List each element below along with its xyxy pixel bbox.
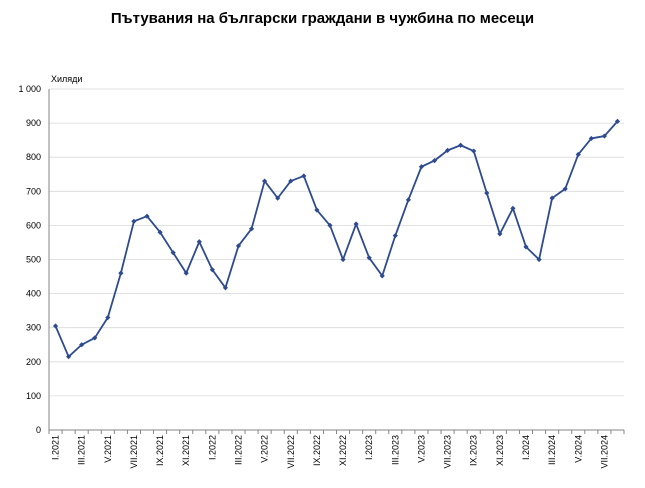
data-point-marker [562, 186, 568, 192]
x-tick-label: III.2023 [390, 435, 400, 465]
data-point-marker [392, 233, 398, 239]
x-tick-label: V.2024 [573, 435, 583, 463]
data-point-marker [92, 335, 98, 341]
x-tick-label: IX.2022 [312, 435, 322, 466]
data-point-marker [66, 354, 72, 360]
x-tick-labels: I.2021 III.2021 V.2021 VII.2021 IX.2021 XI.20… [51, 435, 610, 469]
y-tick-label: 400 [26, 289, 41, 299]
data-point-marker [288, 178, 294, 184]
y-tick-label: 1 000 [18, 84, 41, 94]
data-point-marker [353, 221, 359, 227]
x-tick-label: I.2023 [364, 435, 374, 460]
x-tick-label: V.2022 [260, 435, 270, 463]
data-point-marker [235, 243, 242, 249]
x-tick-label: I.2022 [207, 435, 217, 460]
data-point-marker [183, 270, 189, 276]
x-tick-label: VII.2023 [443, 435, 453, 469]
x-tick-label: IX.2023 [469, 435, 479, 466]
y-tick-label: 700 [26, 186, 41, 196]
x-tick-label: XI.2023 [495, 435, 505, 466]
x-tick-label: III.2024 [547, 435, 557, 465]
x-tick-label: XI.2021 [181, 435, 191, 466]
data-point-marker [444, 147, 451, 153]
data-point-marker [222, 285, 229, 291]
x-tick-label: VII.2022 [286, 435, 296, 469]
data-point-marker [170, 250, 176, 256]
data-point-marker [314, 207, 320, 213]
axes [48, 89, 625, 434]
data-point-marker [484, 190, 490, 196]
data-point-marker [248, 226, 255, 232]
series-markers [52, 118, 621, 360]
data-point-marker [458, 142, 464, 148]
y-tick-label: 800 [26, 152, 41, 162]
y-tick-label: 0 [36, 425, 41, 435]
y-tick-label: 500 [26, 255, 41, 265]
data-point-marker [549, 195, 555, 201]
y-tick-label: 600 [26, 220, 41, 230]
data-point-marker [327, 222, 333, 228]
x-tick-label: V.2021 [103, 435, 113, 463]
data-point-marker [588, 135, 594, 142]
x-tick-label: I.2021 [51, 435, 61, 460]
data-point-marker [340, 256, 346, 263]
chart-title: Пътувания на български граждани в чужбин… [110, 10, 535, 27]
series-line-path [54, 120, 619, 358]
data-point-marker [614, 118, 621, 124]
data-point-marker [379, 273, 385, 279]
y-tick-label: 100 [26, 391, 41, 401]
x-tick-label: V.2023 [416, 435, 426, 463]
data-point-marker [523, 244, 529, 250]
x-tick-label: I.2024 [521, 435, 531, 460]
grid-lines [49, 88, 624, 397]
data-point-marker [536, 256, 542, 263]
x-tick-label: IX.2021 [155, 435, 165, 466]
data-point-marker [196, 239, 202, 245]
y-axis-label: Хиляди [51, 74, 82, 84]
data-point-marker [262, 178, 268, 184]
data-point-marker [405, 197, 411, 203]
data-point-marker [79, 342, 85, 348]
x-tick-label: III.2021 [77, 435, 87, 465]
data-point-marker [471, 148, 477, 154]
data-point-marker [575, 151, 581, 158]
data-point-marker [157, 229, 163, 235]
y-tick-label: 900 [26, 118, 41, 128]
data-point-marker [601, 133, 607, 139]
y-tick-label: 200 [26, 357, 41, 367]
data-point-marker [118, 270, 124, 276]
series-line [54, 120, 619, 358]
y-tick-labels: 0 100 200 300 400 500 600 700 800 900 1 000 [18, 84, 41, 435]
data-point-marker [131, 218, 137, 224]
data-point-marker [431, 158, 438, 164]
data-point-marker [301, 173, 307, 179]
y-tick-label: 300 [26, 323, 41, 333]
data-point-marker [52, 323, 59, 329]
data-point-marker [366, 255, 372, 261]
data-point-marker [144, 213, 150, 219]
data-point-marker [105, 314, 111, 321]
x-tick-label: XI.2022 [338, 435, 348, 466]
x-tick-label: VII.2024 [599, 435, 609, 469]
data-point-marker [209, 267, 215, 273]
data-point-marker [510, 205, 516, 211]
data-point-marker [497, 231, 503, 237]
data-point-marker [275, 195, 281, 201]
x-tick-label: VII.2021 [129, 435, 139, 469]
data-point-marker [418, 164, 425, 170]
x-tick-label: III.2022 [233, 435, 243, 465]
